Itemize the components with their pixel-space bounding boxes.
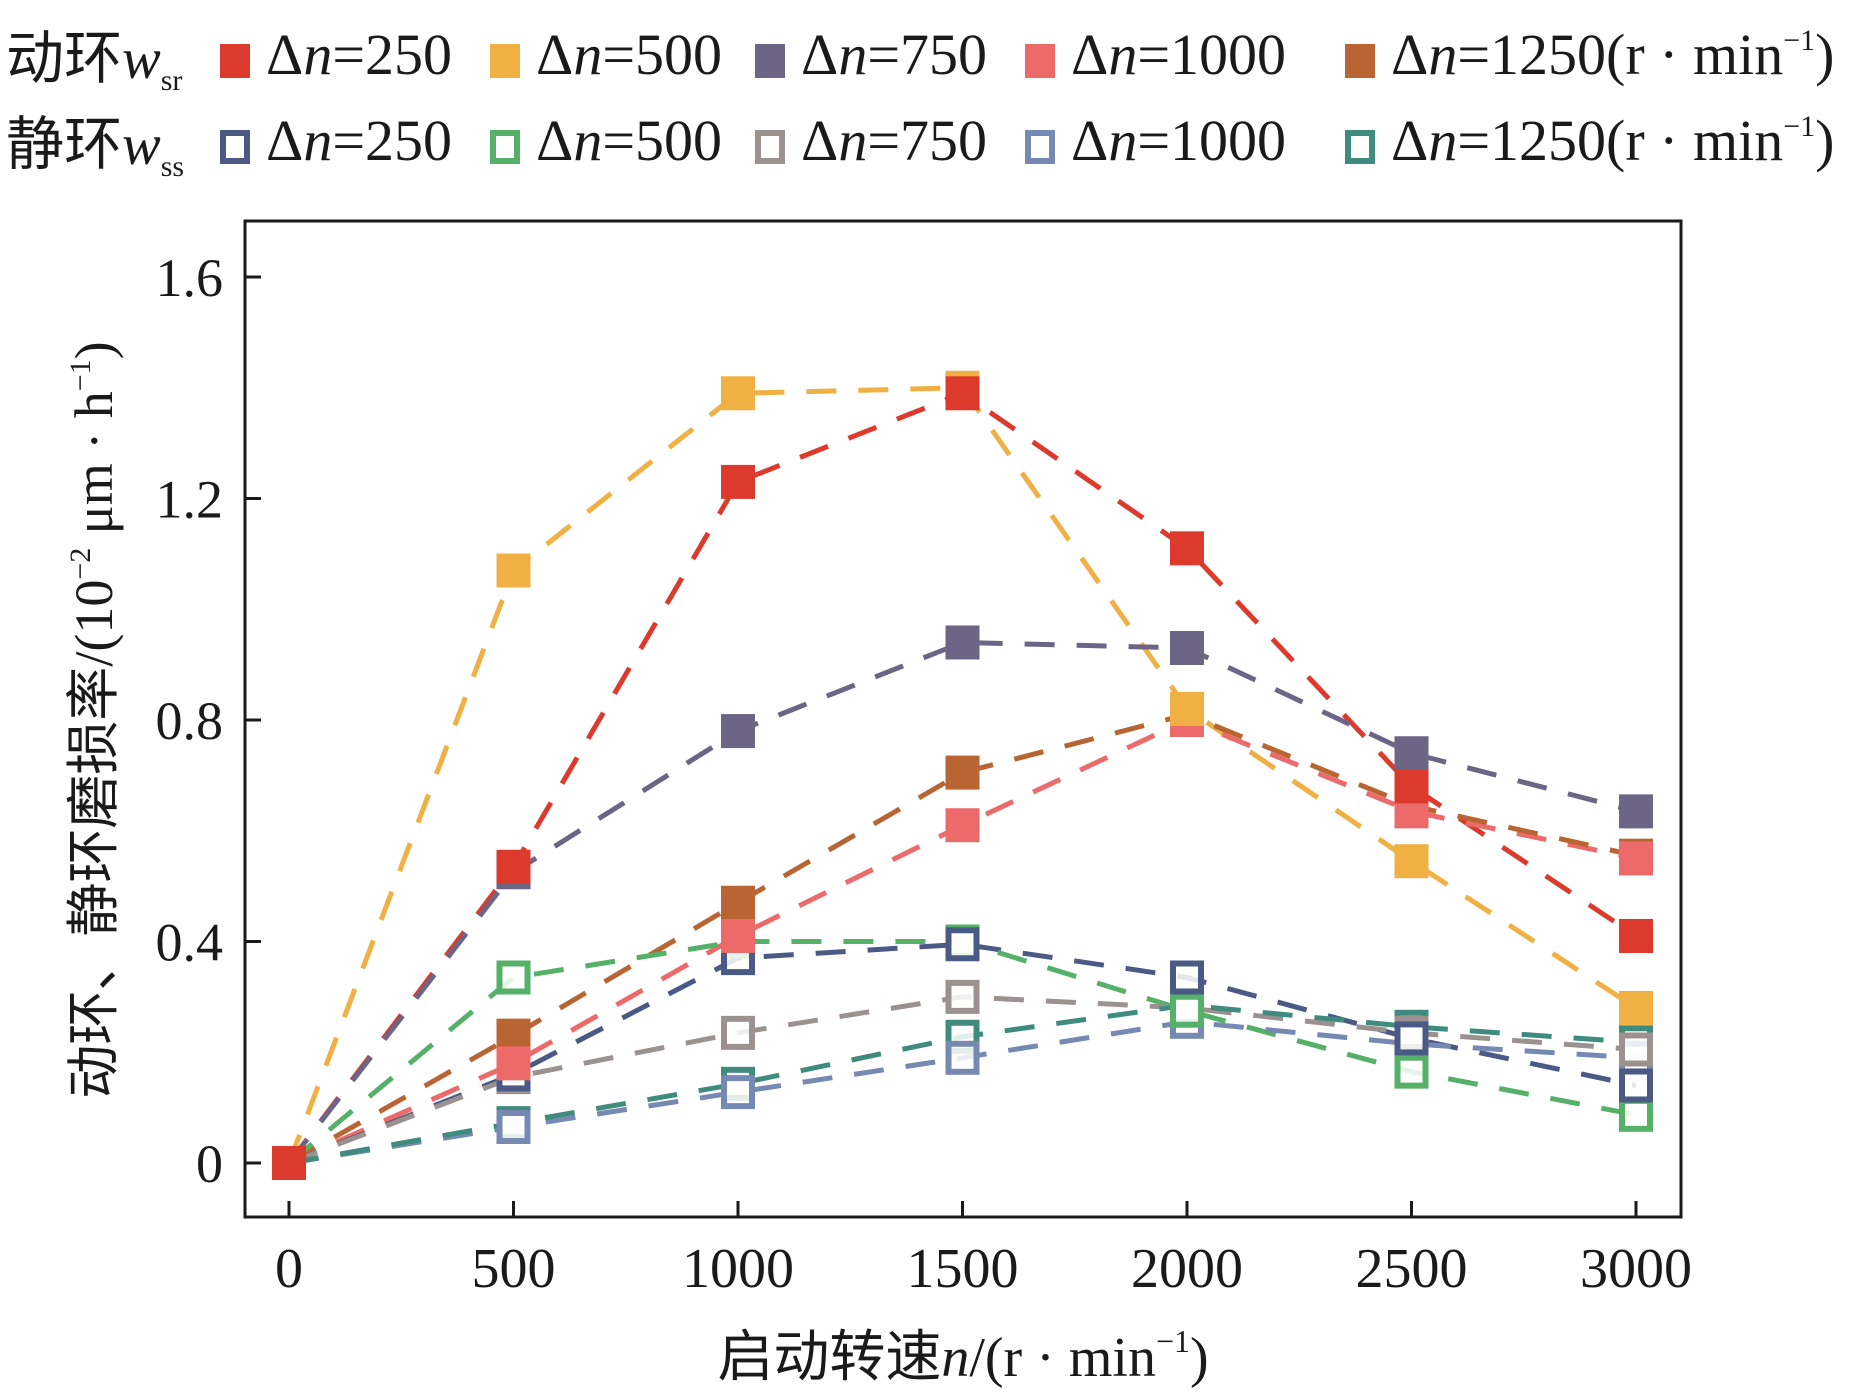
legend-item: Δn=500 [490, 14, 722, 94]
legend-label: Δn=500 [536, 21, 723, 87]
data-point [1170, 960, 1204, 995]
x-tick-label: 0 [275, 1238, 303, 1300]
x-tick-label: 2500 [1356, 1238, 1468, 1300]
legend-label: Δn=1000 [1071, 107, 1287, 173]
data-point [945, 755, 980, 790]
legend-item: Δn=1250(r · min−1) [1345, 100, 1834, 180]
legend-item: Δn=1000 [1025, 14, 1286, 94]
data-point [496, 1110, 531, 1145]
y-tick-label: 0.8 [156, 691, 224, 751]
data-point [1394, 844, 1429, 879]
data-point [1170, 531, 1204, 566]
legend-row-static: 静环wss [0, 100, 216, 183]
data-point [1619, 990, 1653, 1025]
data-point [272, 1146, 306, 1180]
data-point [1394, 1054, 1429, 1089]
legend-label: Δn=250 [266, 21, 453, 87]
legend-swatch [755, 130, 785, 164]
data-point [721, 714, 755, 749]
x-tick-label: 1500 [907, 1238, 1019, 1300]
legend-swatch [490, 44, 520, 78]
legend-item: Δn=750 [755, 100, 987, 180]
data-point [496, 849, 531, 884]
data-point [945, 808, 980, 843]
data-point [1394, 1021, 1429, 1056]
axes: 0 0.4 0.8 1.2 1.6 0 500 1000 1500 2000 2500 3000 [156, 219, 1692, 1300]
legend-label: Δn=1250(r · min−1) [1391, 107, 1835, 173]
data-point [721, 918, 755, 953]
x-tick-label: 500 [472, 1238, 556, 1300]
data-point [496, 960, 531, 995]
legend-swatch [1345, 130, 1375, 164]
legend-item: Δn=1000 [1025, 100, 1286, 180]
legend-row-rotating: 动环wsr [0, 14, 216, 97]
data-point [721, 464, 755, 499]
data-point [721, 1015, 755, 1050]
x-tick-label: 2000 [1131, 1238, 1243, 1300]
data-point [1619, 918, 1653, 953]
legend-item: Δn=1250(r · min−1) [1345, 14, 1834, 94]
legend-swatch [755, 44, 785, 78]
data-point [1619, 794, 1653, 829]
legend-title-static: 静环wss [6, 111, 185, 183]
legend-title-rotating: 动环wsr [6, 25, 183, 97]
data-point [496, 553, 531, 588]
legend-label: Δn=750 [801, 107, 988, 173]
data-point [945, 979, 980, 1014]
legend-item: Δn=500 [490, 100, 722, 180]
x-tick-label: 1000 [682, 1238, 794, 1300]
data-point [721, 1075, 755, 1110]
legend-swatch [1345, 44, 1375, 78]
data-point [1394, 769, 1429, 804]
data-point [1619, 1032, 1653, 1067]
legend-label: Δn=1250(r · min−1) [1391, 21, 1835, 87]
legend-swatch [1025, 44, 1055, 78]
data-point [1619, 1097, 1653, 1132]
legend-swatch [220, 130, 250, 164]
data-point [1170, 993, 1204, 1028]
legend-label: Δn=1000 [1071, 21, 1287, 87]
data-point [721, 885, 755, 920]
data-point [1170, 631, 1204, 666]
legend-label: Δn=500 [536, 107, 723, 173]
y-tick-label: 1.2 [156, 470, 224, 530]
legend-swatch [220, 44, 250, 78]
y-tick-label: 0.4 [156, 913, 224, 973]
data-point [1170, 691, 1204, 726]
data-point [945, 927, 980, 962]
y-tick-label: 0 [196, 1134, 223, 1194]
series-markers [272, 370, 1653, 1180]
data-point [1619, 1068, 1653, 1103]
legend-label: Δn=250 [266, 107, 453, 173]
data-point [721, 376, 755, 411]
legend-swatch [490, 130, 520, 164]
x-axis-label: 启动转速n/(r · min−1) [717, 1323, 1208, 1389]
legend-item: Δn=750 [755, 14, 987, 94]
data-point [945, 1040, 980, 1075]
data-point [1394, 736, 1429, 771]
data-point [496, 1046, 531, 1081]
x-tick-label: 3000 [1580, 1238, 1692, 1300]
legend-label: Δn=750 [801, 21, 988, 87]
y-axis-label: 动环、静环磨损率/(10−2 μm · h−1) [64, 341, 124, 1098]
data-point [945, 625, 980, 660]
data-point [1619, 841, 1653, 876]
legend-swatch [1025, 130, 1055, 164]
y-tick-label: 1.6 [156, 248, 224, 308]
legend-item: Δn=250 [220, 100, 452, 180]
legend-item: Δn=250 [220, 14, 452, 94]
data-point [945, 376, 980, 411]
